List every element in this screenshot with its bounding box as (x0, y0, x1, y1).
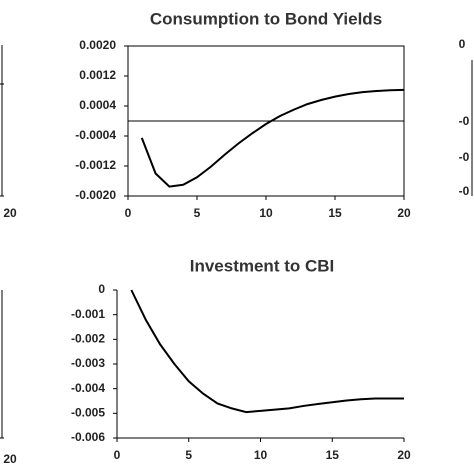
y-tick-label: -0.0004 (75, 128, 116, 142)
y-tick-label: 0.0020 (79, 38, 116, 52)
x-tick-label: 20 (397, 206, 411, 220)
y-tick-label: -0.0012 (75, 158, 116, 172)
edge-label: -0 (459, 184, 470, 198)
line-series (140, 88, 405, 188)
x-tick-label: 20 (397, 448, 411, 462)
edge-label: -0 (459, 150, 470, 164)
chart-title: Investment to CBI (190, 256, 335, 275)
x-tick-label: 5 (185, 448, 192, 462)
x-tick-label: 0 (114, 448, 121, 462)
x-tick-label: 15 (326, 448, 340, 462)
y-tick-label: 0 (98, 282, 105, 296)
edge-label: 20 (3, 206, 17, 220)
y-tick-label: -0.006 (71, 430, 105, 444)
line-series (130, 289, 404, 414)
y-tick-label: -0.004 (71, 381, 105, 395)
y-tick-label: 0.0004 (79, 98, 116, 112)
y-tick-label: -0.0020 (75, 188, 116, 202)
x-tick-label: 0 (125, 206, 132, 220)
edge-label: -0 (459, 114, 470, 128)
edge-label: 20 (3, 452, 17, 466)
edge-label: 0 (459, 37, 466, 51)
y-tick-label: -0.002 (71, 332, 105, 346)
x-tick-label: 5 (194, 206, 201, 220)
x-tick-label: 10 (254, 448, 268, 462)
y-tick-label: -0.001 (71, 307, 105, 321)
x-tick-label: 15 (328, 206, 342, 220)
x-tick-label: 10 (259, 206, 273, 220)
y-tick-label: 0.0012 (79, 68, 116, 82)
chart-title: Consumption to Bond Yields (150, 9, 382, 28)
y-tick-label: -0.005 (71, 406, 105, 420)
left-edge-frames (0, 45, 473, 439)
y-tick-label: -0.003 (71, 356, 105, 370)
